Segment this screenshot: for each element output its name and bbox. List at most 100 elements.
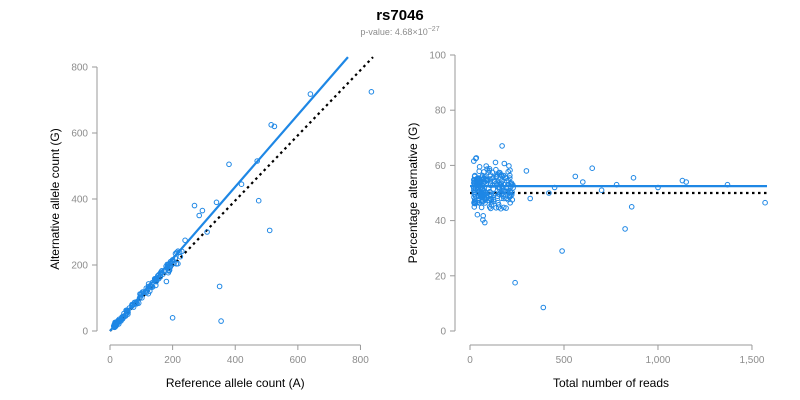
data-point xyxy=(196,212,202,219)
x-tick-label: 400 xyxy=(227,355,244,366)
data-point xyxy=(368,89,375,95)
y-tick-label: 600 xyxy=(71,129,88,140)
data-point xyxy=(226,161,232,168)
y-tick-label: 60 xyxy=(435,161,447,172)
data-point xyxy=(683,179,690,185)
data-point xyxy=(171,260,177,267)
data-point xyxy=(476,164,483,170)
x-tick-label: 500 xyxy=(556,355,573,366)
x-tick-label: 1,000 xyxy=(645,355,670,366)
data-point xyxy=(580,179,586,185)
data-point xyxy=(512,279,518,286)
data-point xyxy=(471,187,477,194)
data-point xyxy=(216,283,223,290)
data-point xyxy=(501,160,508,167)
data-point xyxy=(482,197,488,204)
data-point xyxy=(213,199,220,206)
data-point xyxy=(472,198,479,205)
pvalue-exponent: −27 xyxy=(428,26,440,33)
x-tick-label: 0 xyxy=(467,355,473,366)
data-point xyxy=(271,123,278,130)
data-point xyxy=(628,204,635,210)
data-point xyxy=(527,195,534,202)
y-axis-label: Percentage alternative (G) xyxy=(406,123,420,264)
x-axis-label: Reference allele count (A) xyxy=(166,376,305,390)
data-point xyxy=(191,202,198,209)
data-point xyxy=(506,163,512,169)
data-point xyxy=(476,168,483,174)
y-tick-label: 0 xyxy=(82,327,88,338)
data-point xyxy=(474,175,481,182)
x-axis-label: Total number of reads xyxy=(553,376,669,390)
chart-title: rs7046 xyxy=(376,7,424,24)
data-point xyxy=(175,260,181,267)
data-point xyxy=(559,248,565,254)
data-point xyxy=(499,143,505,149)
y-tick-label: 100 xyxy=(429,51,446,62)
data-point xyxy=(477,192,484,199)
data-point xyxy=(485,169,492,175)
data-point xyxy=(478,204,485,211)
data-point xyxy=(589,165,596,171)
data-point xyxy=(492,159,499,166)
data-point xyxy=(493,166,499,173)
scatter-percentage-alternative: 0 20 40 60 80 100 0 500 1,000 1,500 Total number o… xyxy=(406,51,768,390)
data-point xyxy=(523,168,530,174)
data-point xyxy=(501,204,507,211)
data-point xyxy=(255,197,262,204)
data-point xyxy=(500,172,507,179)
data-point xyxy=(507,193,514,199)
data-point xyxy=(491,198,497,205)
data-point xyxy=(484,166,490,172)
y-tick-label: 400 xyxy=(71,195,88,206)
data-point xyxy=(762,199,768,206)
data-point xyxy=(473,155,479,162)
data-point xyxy=(135,300,142,306)
data-point xyxy=(507,200,514,206)
data-point xyxy=(218,318,224,324)
data-point xyxy=(199,207,206,214)
fit-line xyxy=(109,56,349,332)
data-point xyxy=(475,176,482,183)
data-point xyxy=(507,189,514,196)
y-tick-label: 40 xyxy=(435,216,447,227)
data-point xyxy=(483,177,490,184)
data-point xyxy=(491,178,497,184)
data-point xyxy=(169,315,176,321)
data-point xyxy=(503,205,509,211)
data-point xyxy=(266,227,273,234)
data-point xyxy=(546,190,552,196)
y-tick-label: 200 xyxy=(71,261,88,272)
scatter-allele-counts: 0 200 400 600 800 0 200 400 600 800 Reference alle… xyxy=(48,56,375,390)
y-axis-label: Alternative allele count (G) xyxy=(48,128,62,269)
data-point xyxy=(163,278,170,285)
data-point xyxy=(254,158,261,164)
data-point xyxy=(486,204,493,210)
data-point xyxy=(307,91,314,97)
chart-subtitle: p-value: 4.68×10−27 xyxy=(360,26,439,37)
data-point xyxy=(471,204,478,210)
data-point xyxy=(238,181,245,187)
data-point xyxy=(505,177,512,184)
data-point xyxy=(487,189,493,195)
data-point xyxy=(268,122,275,128)
x-tick-label: 0 xyxy=(107,355,113,366)
data-point xyxy=(630,175,637,181)
data-point xyxy=(486,166,493,172)
y-tick-label: 800 xyxy=(71,63,88,74)
data-point xyxy=(622,226,628,232)
data-point xyxy=(540,304,547,311)
data-point xyxy=(483,163,490,169)
x-tick-label: 1,500 xyxy=(739,355,764,366)
data-point xyxy=(479,192,486,199)
data-point xyxy=(505,168,512,175)
data-point xyxy=(145,283,152,290)
x-tick-label: 200 xyxy=(164,355,181,366)
data-point xyxy=(204,229,210,235)
x-tick-label: 600 xyxy=(290,355,307,366)
data-point xyxy=(481,188,488,194)
data-point xyxy=(572,173,579,180)
data-point xyxy=(497,172,504,178)
data-point xyxy=(598,187,605,193)
